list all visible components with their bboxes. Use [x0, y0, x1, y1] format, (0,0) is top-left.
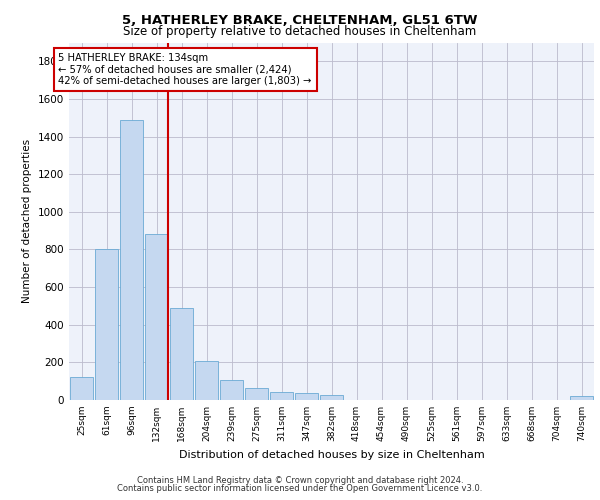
Bar	[145, 234, 168, 400]
Text: Size of property relative to detached houses in Cheltenham: Size of property relative to detached ho…	[124, 25, 476, 38]
Text: 5, HATHERLEY BRAKE, CHELTENHAM, GL51 6TW: 5, HATHERLEY BRAKE, CHELTENHAM, GL51 6TW	[122, 14, 478, 27]
X-axis label: Distribution of detached houses by size in Cheltenham: Distribution of detached houses by size …	[179, 450, 484, 460]
Bar	[70, 378, 93, 400]
Bar	[120, 120, 143, 400]
Text: Contains HM Land Registry data © Crown copyright and database right 2024.: Contains HM Land Registry data © Crown c…	[137, 476, 463, 485]
Y-axis label: Number of detached properties: Number of detached properties	[22, 139, 32, 304]
Text: 5 HATHERLEY BRAKE: 134sqm
← 57% of detached houses are smaller (2,424)
42% of se: 5 HATHERLEY BRAKE: 134sqm ← 57% of detac…	[59, 53, 312, 86]
Bar	[95, 250, 118, 400]
Bar	[220, 380, 243, 400]
Bar	[320, 396, 343, 400]
Bar	[245, 388, 268, 400]
Bar	[195, 362, 218, 400]
Bar	[170, 308, 193, 400]
Text: Contains public sector information licensed under the Open Government Licence v3: Contains public sector information licen…	[118, 484, 482, 493]
Bar	[270, 392, 293, 400]
Bar	[295, 394, 318, 400]
Bar	[570, 396, 593, 400]
